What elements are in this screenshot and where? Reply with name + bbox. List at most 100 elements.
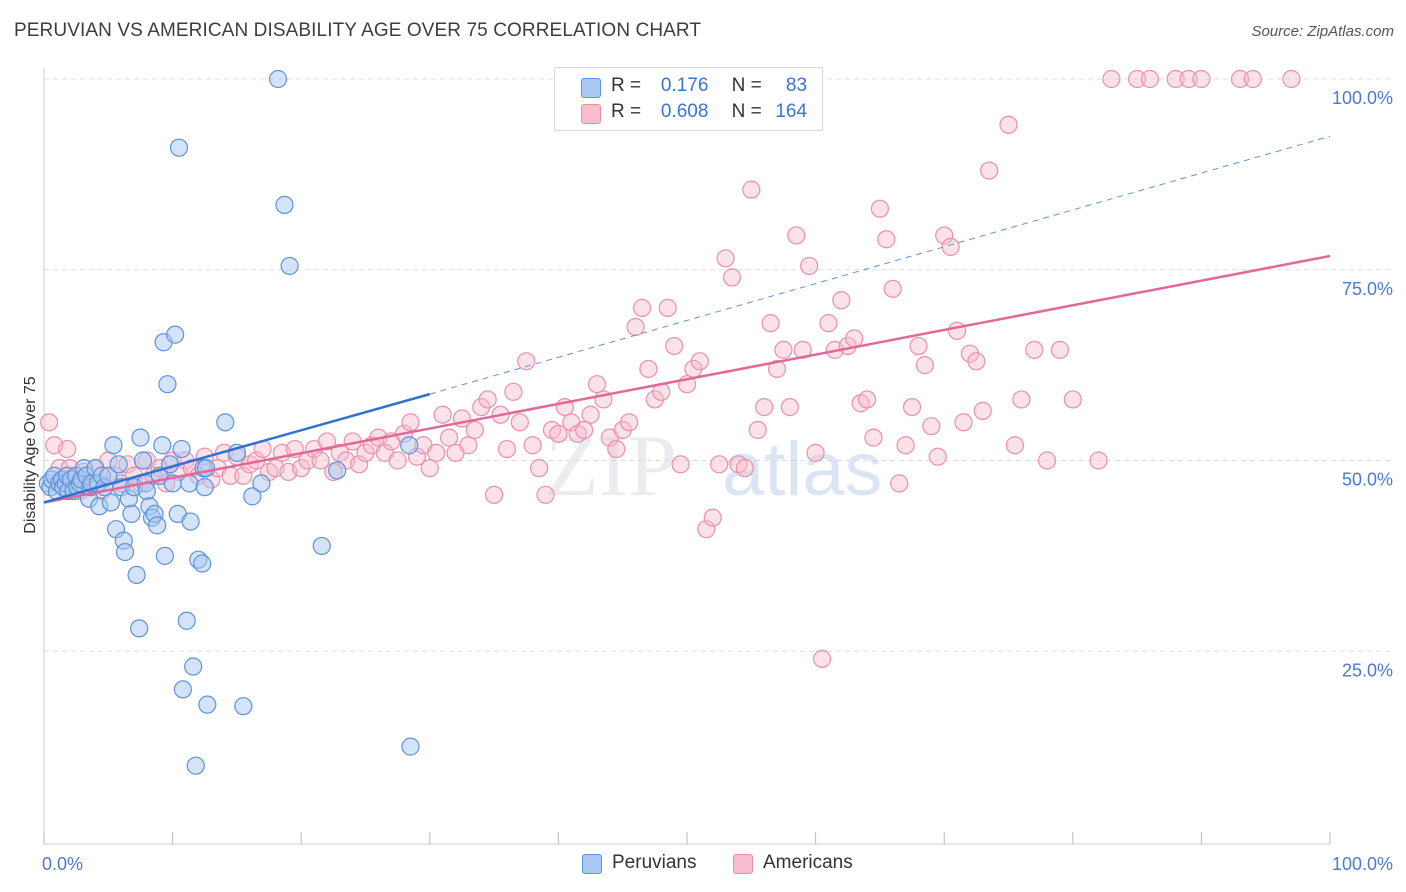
peruvian-point-51 — [155, 546, 174, 565]
american-point-157 — [1063, 390, 1082, 409]
peruvian-point-74 — [243, 487, 262, 506]
american-point-58 — [388, 451, 407, 470]
americans-legend-label: Americans — [763, 852, 853, 873]
trend-lines — [43, 135, 1331, 504]
american-point-137 — [896, 436, 915, 455]
y-tick-label-50: 50.0% — [1342, 470, 1393, 490]
peruvian-point-52 — [158, 375, 177, 394]
american-point-97 — [639, 359, 658, 379]
americans-legend-swatch — [733, 854, 753, 874]
peruvian-point-64 — [186, 756, 205, 775]
american-point-83 — [549, 424, 568, 443]
american-point-127 — [832, 291, 851, 310]
american-point-133 — [870, 199, 890, 218]
correlation-legend: R = 0.176 N = 83 R = 0.608 N = 164 — [554, 67, 823, 131]
peruvian-point-60 — [177, 611, 196, 630]
american-point-63 — [420, 459, 439, 478]
legend-n-value-peruvians: 83 — [785, 75, 808, 96]
american-point-43 — [292, 459, 311, 478]
peruvian-point-77 — [275, 195, 294, 214]
american-point-121 — [793, 340, 812, 359]
y-axis-label: Disability Age Over 75 — [22, 376, 39, 534]
american-point-71 — [472, 397, 491, 417]
american-point-163 — [1179, 69, 1198, 89]
american-point-80 — [530, 459, 549, 478]
american-point-102 — [671, 455, 690, 474]
x-tick-label-min: 0.0% — [42, 854, 83, 874]
american-point-106 — [697, 520, 716, 539]
american-point-89 — [587, 375, 607, 394]
american-point-49 — [330, 443, 349, 462]
legend-r-label: R = — [611, 75, 642, 96]
grid-lines — [44, 78, 1392, 652]
american-point-119 — [780, 397, 799, 417]
american-point-159 — [1102, 69, 1121, 89]
legend-r-value-americans: 0.608 — [660, 101, 709, 122]
american-point-147 — [960, 344, 980, 363]
american-point-65 — [433, 405, 452, 424]
american-point-88 — [581, 405, 600, 424]
legend-r-label: R = — [611, 101, 642, 122]
american-point-139 — [909, 336, 928, 356]
peruvian-point-73 — [234, 697, 253, 716]
american-point-115 — [755, 397, 774, 417]
american-point-94 — [620, 413, 639, 432]
american-point-117 — [767, 359, 787, 379]
american-point-75 — [497, 439, 517, 459]
american-point-151 — [999, 115, 1018, 134]
peruvian-point-47 — [148, 516, 167, 535]
american-point-155 — [1037, 451, 1057, 470]
peruvian-point-29 — [104, 436, 123, 455]
american-point-113 — [742, 180, 761, 199]
american-point-34 — [234, 466, 253, 485]
peruvian-point-55 — [166, 325, 185, 344]
american-point-140 — [915, 356, 935, 375]
american-point-79 — [523, 436, 542, 455]
american-point-73 — [485, 485, 504, 504]
peruvian-point-63 — [184, 657, 203, 676]
peruvian-point-40 — [131, 428, 150, 447]
americans-swatch — [581, 104, 601, 124]
american-point-162 — [1166, 69, 1185, 89]
peruvian-point-28 — [101, 493, 120, 512]
american-point-112 — [735, 459, 754, 478]
peruvians-points — [38, 69, 420, 775]
y-tick-label-100: 100.0% — [1332, 88, 1393, 108]
peruvian-point-66 — [193, 554, 212, 573]
american-point-110 — [722, 268, 742, 287]
americans-trend-line — [43, 254, 1331, 504]
american-point-116 — [761, 314, 780, 333]
american-point-148 — [967, 352, 986, 371]
american-point-143 — [935, 226, 954, 245]
peruvians-trend-line — [43, 392, 431, 504]
peruvian-point-68 — [195, 478, 214, 497]
american-point-124 — [812, 649, 832, 668]
americans-points — [40, 69, 1301, 668]
american-point-96 — [632, 298, 652, 317]
american-point-141 — [922, 417, 941, 436]
american-point-125 — [819, 314, 838, 333]
american-point-78 — [517, 352, 536, 371]
watermark-atlas: atlas — [722, 427, 883, 512]
peruvian-point-70 — [198, 695, 217, 714]
american-point-77 — [510, 413, 529, 432]
american-point-93 — [613, 420, 632, 440]
american-point-123 — [806, 443, 825, 462]
legend-r-value-peruvians: 0.176 — [660, 75, 709, 96]
y-tick-label-25: 25.0% — [1342, 660, 1393, 680]
legend-n-label: N = — [731, 75, 762, 96]
american-point-166 — [1243, 69, 1262, 89]
peruvian-point-34 — [115, 542, 135, 562]
american-point-100 — [658, 298, 677, 317]
american-point-46 — [311, 451, 330, 470]
american-point-120 — [787, 226, 806, 245]
peruvians-legend-label: Peruvians — [612, 852, 697, 873]
peruvian-point-49 — [153, 436, 172, 455]
american-point-76 — [504, 382, 523, 401]
american-point-69 — [459, 436, 478, 455]
american-point-60 — [401, 413, 420, 432]
american-point-114 — [748, 420, 767, 440]
peruvian-point-79 — [312, 536, 331, 556]
peruvian-point-82 — [401, 737, 420, 756]
peruvian-point-38 — [127, 565, 146, 585]
